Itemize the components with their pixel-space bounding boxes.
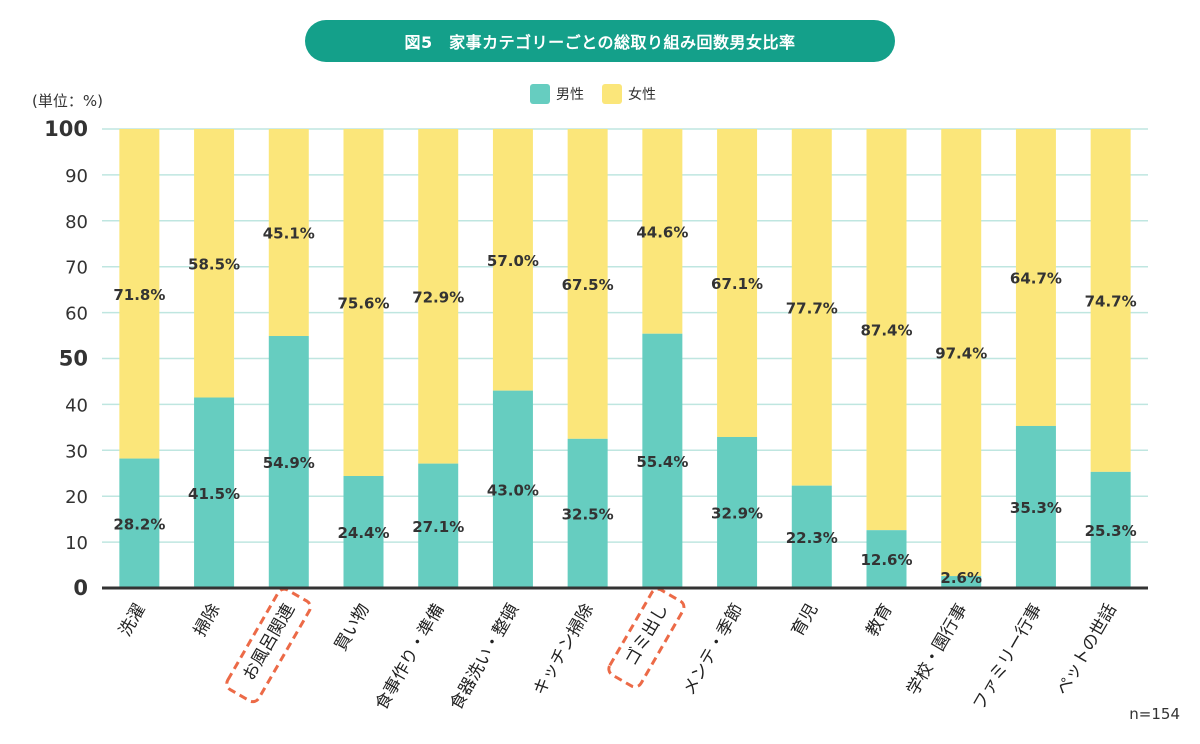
- x-category-label: ペットの世話: [1053, 601, 1121, 699]
- data-label-female: 64.7%: [1010, 269, 1062, 287]
- y-tick-label: 20: [65, 487, 88, 508]
- data-label-female: 67.5%: [562, 276, 614, 294]
- legend-swatch-female: [602, 84, 622, 104]
- bar-female: [119, 129, 160, 459]
- data-label-female: 72.9%: [412, 288, 464, 306]
- bar-male: [567, 438, 608, 588]
- y-tick-label: 40: [65, 395, 88, 416]
- bar-female: [866, 129, 907, 531]
- bar-male: [492, 390, 533, 588]
- data-label-female: 57.0%: [487, 252, 539, 270]
- x-category-label: キッチン掃除: [530, 601, 598, 699]
- legend-swatch-male: [530, 84, 550, 104]
- bar-male: [119, 458, 160, 588]
- data-label-male: 32.5%: [562, 505, 614, 523]
- bar-female: [717, 129, 758, 437]
- bar-male: [1015, 425, 1056, 588]
- highlight-box: [607, 587, 686, 689]
- bar-male: [418, 463, 459, 588]
- y-tick-label: 50: [59, 347, 88, 371]
- bar-female: [268, 129, 309, 337]
- bar-female: [343, 129, 384, 477]
- y-tick-label: 80: [65, 212, 88, 233]
- bar-female: [941, 129, 982, 577]
- x-category-label: ファミリー行事: [969, 601, 1046, 714]
- x-category-label: メンテ・季節: [679, 601, 747, 699]
- data-label-male: 41.5%: [188, 485, 240, 503]
- bar-female: [642, 129, 683, 334]
- bar-female: [1090, 129, 1131, 472]
- data-label-male: 28.2%: [113, 515, 165, 533]
- data-label-male: 55.4%: [636, 453, 688, 471]
- highlight-box: [225, 587, 312, 704]
- bar-female: [567, 129, 608, 439]
- data-label-female: 71.8%: [113, 286, 165, 304]
- data-label-female: 44.6%: [636, 223, 688, 241]
- data-label-female: 97.4%: [935, 345, 987, 363]
- x-category-label: 洗濯: [115, 601, 149, 640]
- data-label-male: 54.9%: [263, 454, 315, 472]
- x-category-label: 食事作り・準備: [372, 601, 449, 714]
- x-category-label: 育児: [788, 601, 822, 640]
- legend-item-male: 男性: [530, 84, 584, 104]
- bar-male: [791, 485, 832, 588]
- x-category-label: 買い物: [331, 601, 374, 655]
- sample-size-note: n=154: [1129, 705, 1180, 723]
- legend-item-female: 女性: [602, 84, 656, 104]
- data-label-male: 2.6%: [940, 569, 982, 587]
- data-label-female: 58.5%: [188, 255, 240, 273]
- y-tick-label: 0: [73, 576, 88, 600]
- bar-male: [866, 530, 907, 588]
- y-tick-label: 60: [65, 304, 88, 325]
- x-category-label: ゴミ出し: [621, 600, 673, 669]
- data-label-male: 24.4%: [337, 524, 389, 542]
- bar-female: [492, 129, 533, 391]
- bar-male: [194, 397, 235, 588]
- bar-male: [642, 333, 683, 588]
- data-label-female: 45.1%: [263, 225, 315, 243]
- bar-male: [941, 576, 982, 588]
- bar-female: [418, 129, 459, 464]
- chart-title: 図5 家事カテゴリーごとの総取り組み回数男女比率: [305, 20, 895, 62]
- unit-label: (単位：%): [32, 92, 103, 110]
- data-label-male: 12.6%: [860, 551, 912, 569]
- legend: 男性 女性: [530, 84, 656, 104]
- data-label-female: 67.1%: [711, 275, 763, 293]
- data-label-male: 35.3%: [1010, 499, 1062, 517]
- data-label-female: 74.7%: [1085, 292, 1137, 310]
- y-tick-label: 90: [65, 166, 88, 187]
- x-category-label: 教育: [863, 601, 897, 640]
- bar-male: [268, 336, 309, 588]
- y-tick-label: 70: [65, 258, 88, 279]
- x-category-label: 掃除: [190, 601, 224, 640]
- bar-male: [1090, 471, 1131, 588]
- legend-label-male: 男性: [556, 87, 584, 103]
- bar-female: [791, 129, 832, 486]
- data-label-male: 43.0%: [487, 481, 539, 499]
- x-category-label: 食器洗い・整頓: [446, 601, 523, 714]
- data-label-male: 32.9%: [711, 504, 763, 522]
- bar-female: [194, 129, 235, 398]
- bar-male: [717, 436, 758, 588]
- legend-label-female: 女性: [628, 87, 656, 103]
- y-tick-label: 100: [44, 117, 88, 141]
- data-label-male: 22.3%: [786, 529, 838, 547]
- bar-male: [343, 476, 384, 588]
- data-label-female: 77.7%: [786, 299, 838, 317]
- data-label-female: 87.4%: [860, 322, 912, 340]
- data-label-male: 27.1%: [412, 518, 464, 536]
- x-category-label: 学校・園行事: [903, 601, 971, 699]
- y-tick-label: 10: [65, 533, 88, 554]
- y-tick-label: 30: [65, 441, 88, 462]
- bar-female: [1015, 129, 1056, 426]
- data-label-male: 25.3%: [1085, 522, 1137, 540]
- data-label-female: 75.6%: [337, 295, 389, 313]
